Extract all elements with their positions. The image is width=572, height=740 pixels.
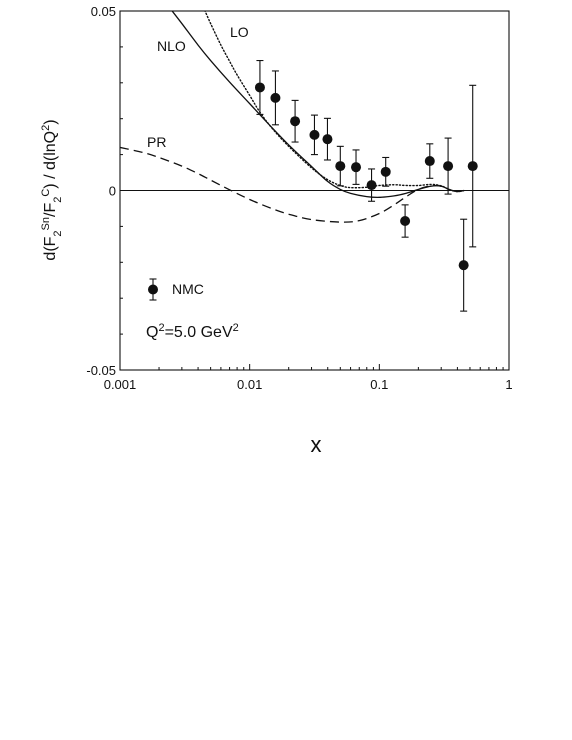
nmc-point xyxy=(366,168,377,202)
q2-annotation: Q2=5.0 GeV2 xyxy=(146,322,239,341)
ylabel-part-2: Sn xyxy=(40,217,52,230)
nmc-point xyxy=(335,145,346,187)
data-marker xyxy=(351,162,362,173)
x-tick-label: 1 xyxy=(505,377,512,392)
nmc-point xyxy=(458,218,469,312)
series-label-nlo: NLO xyxy=(157,38,186,54)
nmc-point xyxy=(443,137,454,195)
data-marker xyxy=(366,180,377,191)
nmc-point xyxy=(380,156,391,187)
q2-part-value: =5.0 GeV xyxy=(165,324,233,341)
series-line-pr xyxy=(120,146,465,223)
q2-part-exp2: 2 xyxy=(233,322,239,334)
q2-part-exp1: 2 xyxy=(158,322,164,334)
data-marker xyxy=(335,161,346,172)
ylabel-part-0: d(F xyxy=(42,236,59,260)
data-marker xyxy=(458,260,469,271)
series-label-pr: PR xyxy=(147,134,166,150)
q2-part-q: Q xyxy=(146,324,158,341)
nmc-data-points xyxy=(254,59,478,312)
legend: NMC xyxy=(148,278,204,301)
y-tick-label: 0 xyxy=(109,184,116,199)
nmc-point xyxy=(309,114,320,156)
ylabel-part-1: 2 xyxy=(52,230,64,236)
ylabel-part-4: 2 xyxy=(52,197,64,203)
nmc-point xyxy=(400,204,411,238)
ylabel-part-8: ) xyxy=(42,119,59,124)
data-marker xyxy=(322,134,333,145)
x-axis-title: x xyxy=(311,432,322,457)
ylabel-part-6: ) / d(lnQ xyxy=(42,131,59,189)
nmc-point xyxy=(290,99,301,143)
data-marker xyxy=(309,129,320,140)
y-tick-label: -0.05 xyxy=(86,363,116,378)
nmc-point xyxy=(322,117,333,161)
data-marker xyxy=(270,92,281,103)
ylabel-part-3: /F xyxy=(42,203,59,217)
x-tick-label: 0.01 xyxy=(237,377,262,392)
axis-ticks: 0.001 0.01 0.1 1 -0.05 0 0.05 xyxy=(86,4,512,392)
series-line-nlo xyxy=(171,11,465,199)
ylabel-part-5: C xyxy=(40,189,52,197)
data-marker xyxy=(290,116,301,127)
series-label-lo: LO xyxy=(230,24,249,40)
y-axis-title: d(F2Sn/F2C) / d(lnQ2) xyxy=(40,119,64,260)
data-marker xyxy=(400,216,411,227)
ylabel-part-7: 2 xyxy=(40,125,52,131)
data-marker xyxy=(467,161,478,172)
nmc-point xyxy=(424,143,435,179)
nmc-point xyxy=(254,59,265,115)
nmc-point xyxy=(351,149,362,185)
legend-marker xyxy=(148,284,158,295)
data-marker xyxy=(254,82,265,93)
nmc-point xyxy=(467,84,478,248)
y-tick-label: 0.05 xyxy=(91,4,116,19)
x-tick-label: 0.001 xyxy=(104,377,137,392)
data-marker xyxy=(443,161,454,172)
legend-label-nmc: NMC xyxy=(172,281,204,297)
data-marker xyxy=(424,156,435,167)
data-marker xyxy=(380,166,391,177)
x-tick-label: 0.1 xyxy=(370,377,388,392)
nmc-point xyxy=(270,70,281,126)
